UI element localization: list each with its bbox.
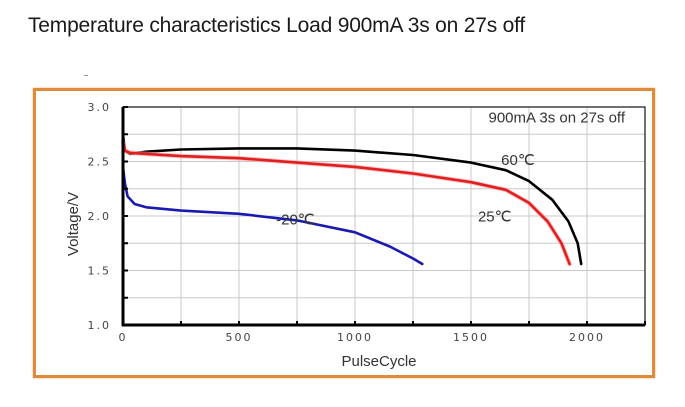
y-tick-label: 2.5 xyxy=(88,156,112,169)
labels-layer: 60℃ 25℃ -20℃ 1.0 1.5 2.0 2.5 3.0 0 500 1000 1500 200… xyxy=(65,101,626,370)
grid-lines xyxy=(123,107,645,325)
stray-mark xyxy=(84,75,88,76)
x-tick-label: 2000 xyxy=(569,331,605,344)
series-layer xyxy=(120,133,583,267)
axes xyxy=(121,106,646,327)
series-line-2 xyxy=(121,165,424,266)
series-label-0: 60℃ xyxy=(501,152,535,169)
x-tick-label: 500 xyxy=(226,331,253,344)
x-axis-title: PulseCycle xyxy=(341,353,416,370)
y-tick-label: 3.0 xyxy=(88,101,112,114)
x-tick-label: 1000 xyxy=(337,331,373,344)
chart-annotation: 900mA 3s on 27s off xyxy=(489,109,626,126)
x-tick-label: 1500 xyxy=(453,331,489,344)
y-tick-label: 1.0 xyxy=(88,319,112,332)
series-label-2: -20℃ xyxy=(276,212,315,229)
y-axis-title: Voltage/V xyxy=(65,192,82,256)
series-label-1: 25℃ xyxy=(478,208,512,225)
y-tick-label: 1.5 xyxy=(88,265,112,278)
page-title: Temperature characteristics Load 900mA 3… xyxy=(28,14,525,37)
x-tick-label: 0 xyxy=(119,331,128,344)
series-line-1 xyxy=(121,140,571,266)
y-tick-label: 2.0 xyxy=(88,210,112,223)
